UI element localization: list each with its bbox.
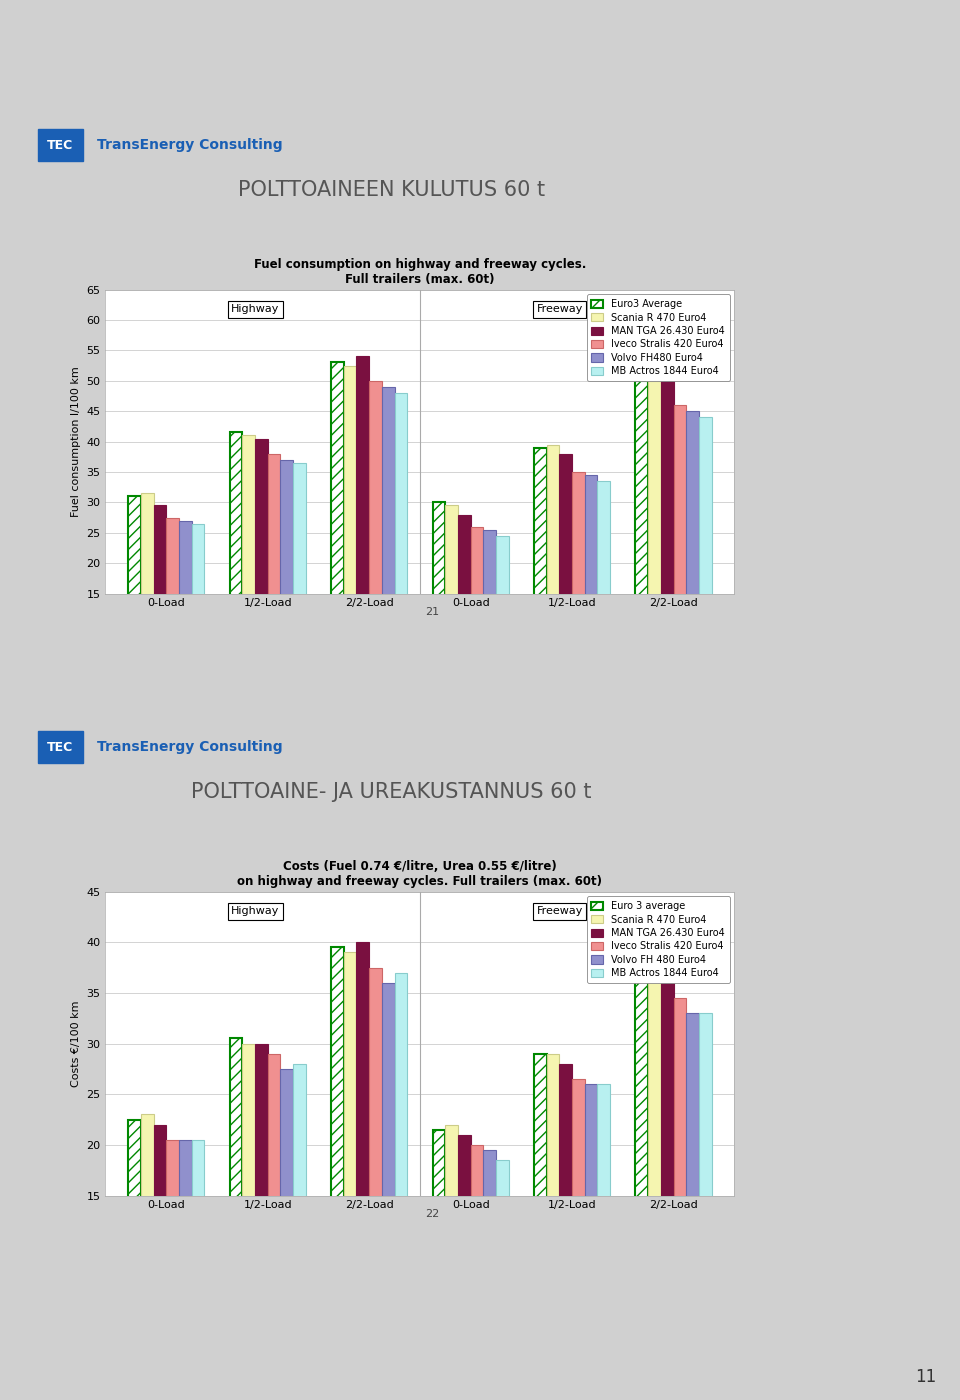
Bar: [458, 1135, 470, 1348]
Bar: [483, 529, 496, 685]
Bar: [154, 1124, 166, 1348]
Bar: [382, 386, 395, 685]
Bar: [382, 983, 395, 1348]
Y-axis label: Costs €/100 km: Costs €/100 km: [71, 1000, 81, 1086]
Text: Freeway: Freeway: [537, 906, 583, 916]
Bar: [674, 998, 686, 1348]
Bar: [229, 1039, 242, 1348]
Bar: [242, 1043, 255, 1348]
Text: 22: 22: [425, 1208, 439, 1218]
Bar: [674, 405, 686, 685]
Text: POLTTOAINEEN KULUTUS 60 t: POLTTOAINEEN KULUTUS 60 t: [238, 179, 545, 200]
Bar: [470, 526, 483, 685]
Text: 21: 21: [425, 606, 439, 616]
Bar: [344, 365, 356, 685]
Bar: [660, 973, 674, 1348]
Bar: [331, 363, 344, 685]
FancyBboxPatch shape: [38, 731, 83, 763]
Bar: [179, 1140, 192, 1348]
Text: TEC: TEC: [47, 139, 73, 151]
Bar: [179, 521, 192, 685]
Bar: [636, 973, 648, 1348]
FancyBboxPatch shape: [38, 129, 83, 161]
Bar: [445, 1124, 458, 1348]
Bar: [255, 1043, 268, 1348]
Bar: [255, 438, 268, 685]
Bar: [242, 435, 255, 685]
Bar: [280, 1068, 293, 1348]
Bar: [370, 967, 382, 1348]
Bar: [395, 393, 407, 685]
Bar: [280, 459, 293, 685]
Bar: [699, 1014, 711, 1348]
Bar: [699, 417, 711, 685]
Bar: [331, 948, 344, 1348]
Bar: [470, 1145, 483, 1348]
Bar: [433, 1130, 445, 1348]
Bar: [597, 482, 611, 685]
Bar: [546, 1054, 560, 1348]
Bar: [648, 381, 660, 685]
Legend: Euro3 Average, Scania R 470 Euro4, MAN TGA 26.430 Euro4, Iveco Stralis 420 Euro4: Euro3 Average, Scania R 470 Euro4, MAN T…: [587, 294, 730, 381]
Bar: [433, 503, 445, 685]
Bar: [129, 1120, 141, 1348]
Bar: [268, 1054, 280, 1348]
Title: Fuel consumption on highway and freeway cycles.
Full trailers (max. 60t): Fuel consumption on highway and freeway …: [253, 258, 587, 286]
Bar: [483, 1149, 496, 1348]
Text: TEC: TEC: [47, 741, 73, 753]
Title: Costs (Fuel 0.74 €/litre, Urea 0.55 €/litre)
on highway and freeway cycles. Full: Costs (Fuel 0.74 €/litre, Urea 0.55 €/li…: [237, 860, 603, 888]
Text: 11: 11: [915, 1368, 936, 1386]
Bar: [534, 1054, 546, 1348]
Bar: [154, 505, 166, 685]
Text: POLTTOAINE- JA UREAKUSTANNUS 60 t: POLTTOAINE- JA UREAKUSTANNUS 60 t: [191, 781, 592, 802]
Text: TransEnergy Consulting: TransEnergy Consulting: [97, 741, 283, 755]
Bar: [560, 1064, 572, 1348]
Bar: [192, 1140, 204, 1348]
Bar: [572, 1079, 585, 1348]
Bar: [636, 381, 648, 685]
Bar: [229, 433, 242, 685]
Bar: [585, 475, 597, 685]
Bar: [166, 518, 179, 685]
Bar: [686, 412, 699, 685]
Bar: [445, 505, 458, 685]
Bar: [686, 1014, 699, 1348]
Bar: [597, 1084, 611, 1348]
Bar: [166, 1140, 179, 1348]
Bar: [370, 381, 382, 685]
Bar: [192, 524, 204, 685]
Bar: [496, 1161, 509, 1348]
Bar: [560, 454, 572, 685]
Bar: [534, 448, 546, 685]
Bar: [572, 472, 585, 685]
Bar: [660, 381, 674, 685]
Bar: [344, 952, 356, 1348]
Bar: [141, 1114, 154, 1348]
Text: Highway: Highway: [231, 304, 279, 314]
Text: Freeway: Freeway: [537, 304, 583, 314]
Bar: [648, 973, 660, 1348]
Bar: [395, 973, 407, 1348]
Bar: [268, 454, 280, 685]
Y-axis label: Fuel consumption l/100 km: Fuel consumption l/100 km: [71, 367, 81, 517]
Bar: [293, 1064, 306, 1348]
Text: Highway: Highway: [231, 906, 279, 916]
Legend: Euro 3 average, Scania R 470 Euro4, MAN TGA 26.430 Euro4, Iveco Stralis 420 Euro: Euro 3 average, Scania R 470 Euro4, MAN …: [587, 896, 730, 983]
Bar: [496, 536, 509, 685]
Bar: [356, 942, 370, 1348]
Bar: [356, 357, 370, 685]
Bar: [546, 445, 560, 685]
Text: TransEnergy Consulting: TransEnergy Consulting: [97, 139, 283, 153]
Bar: [129, 496, 141, 685]
Bar: [585, 1084, 597, 1348]
Bar: [293, 463, 306, 685]
Bar: [141, 493, 154, 685]
Bar: [458, 515, 470, 685]
